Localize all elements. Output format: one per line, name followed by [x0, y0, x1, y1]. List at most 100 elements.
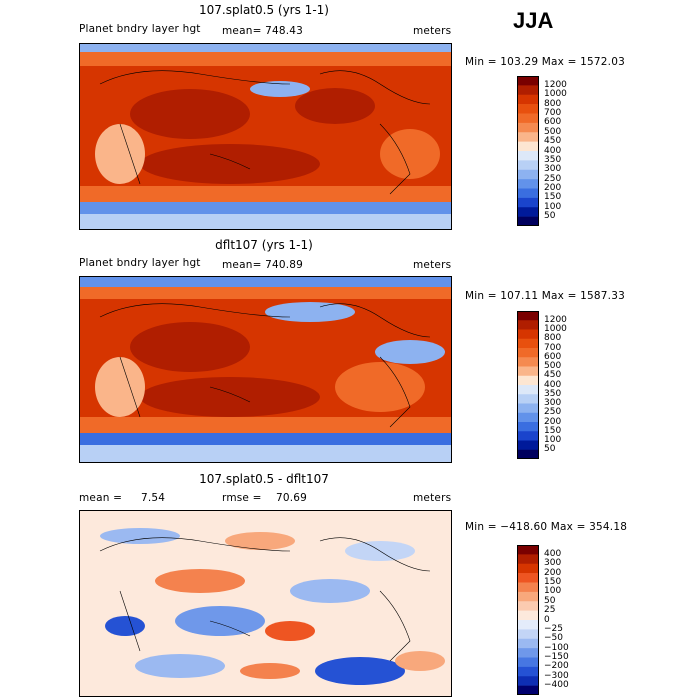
panel3-rmse-label: rmse =	[222, 492, 262, 504]
panel1-mean: mean= 748.43	[222, 25, 304, 37]
panel3-colorbar-swatch	[517, 601, 539, 611]
panel3-colorbar-label: 0	[544, 614, 550, 625]
panel3-colorbar-label: −100	[544, 642, 569, 653]
panel1-colorbar-label: 350	[544, 154, 562, 165]
panel1-asia-high	[130, 89, 250, 139]
panel3-colorbar-swatch	[517, 563, 539, 574]
panel3-colorbar-label: 400	[544, 548, 562, 559]
panel3-colorbar-swatch	[517, 591, 539, 602]
panel2-colorbar-swatch	[517, 366, 539, 377]
panel2-units: meters	[413, 259, 452, 271]
panel1-colorbar-svg	[517, 76, 539, 227]
panel3-colorbar-label: 150	[544, 577, 562, 587]
panel2-antarctic-ice	[80, 445, 451, 462]
panel3-colorbar-label: −150	[544, 652, 569, 662]
panel1-colorbar-swatch	[517, 179, 539, 189]
panel3-anom-b	[225, 532, 295, 550]
panel2-title: dflt107 (yrs 1-1)	[215, 238, 313, 252]
panel2-indian-ocean	[140, 377, 320, 417]
panel1-antarctic-ice	[80, 214, 451, 229]
panel1-colorbar-label: 800	[544, 98, 562, 109]
panel3-colorbar-frame	[517, 545, 539, 695]
panel3-anom-d	[155, 569, 245, 593]
panel1-colorbar-label: 400	[544, 145, 562, 156]
panel2-mean: mean= 740.89	[222, 259, 304, 271]
panel1-colorbar-label: 300	[544, 164, 562, 175]
panel1-colorbar-swatch	[517, 122, 539, 133]
panel1-colorbar-swatch	[517, 169, 539, 180]
panel1-colorbar-swatch	[517, 76, 539, 86]
panel2-colorbar-swatch	[517, 320, 539, 330]
panel2-colorbar-swatch	[517, 329, 539, 340]
panel2-coastlines	[99, 303, 431, 428]
panel2-colorbar-label: 150	[544, 425, 562, 436]
panel2-colorbar-swatch	[517, 412, 539, 423]
panel3-anom-a	[100, 528, 180, 544]
panel3-anom-j	[395, 651, 445, 671]
panel3-colorbar-label: −50	[544, 633, 563, 644]
panel3-colorbar-swatch	[517, 629, 539, 640]
panel2-africa	[95, 357, 145, 417]
panel3-colorbar-swatch	[517, 648, 539, 658]
panel1-north-pacific-cool	[250, 81, 310, 97]
panel2-colorbar-swatch	[517, 338, 539, 349]
panel1-colorbar-label: 450	[544, 136, 562, 147]
panel3-colorbar-swatch	[517, 545, 539, 555]
panel2-colorbar-swatch	[517, 357, 539, 367]
panel2-colorbar-frame	[517, 311, 539, 459]
panel3-colorbar	[517, 545, 539, 696]
panel2-colorbar-label: 300	[544, 398, 562, 408]
panel1-colorbar-label: 600	[544, 117, 562, 128]
panel2-colorbar-swatch	[517, 403, 539, 414]
panel2-colorbar-swatch	[517, 422, 539, 432]
panel2-colorbar-label: 600	[544, 351, 562, 362]
panel2-east-pacific	[335, 362, 425, 412]
panel3-anom-g	[175, 606, 265, 636]
panel1-colorbar-label: 100	[544, 201, 562, 212]
panel1-minmax: Min = 103.29 Max = 1572.03	[465, 56, 625, 68]
panel1-colorbar-swatch	[517, 188, 539, 199]
panel2-map	[79, 276, 452, 463]
panel1-title: 107.splat0.5 (yrs 1-1)	[199, 3, 329, 17]
panel3-coastlines	[99, 537, 431, 662]
panel2-colorbar-swatch	[517, 311, 539, 321]
panel1-colorbar-label: 200	[544, 183, 562, 193]
panel1-colorbar-swatch	[517, 197, 539, 208]
panel2-colorbar-swatch	[517, 449, 539, 460]
panel2-colorbar-label: 500	[544, 361, 562, 371]
panel2-colorbar-swatch	[517, 348, 539, 358]
panel2-colorbar-swatch	[517, 394, 539, 404]
panel3-units: meters	[413, 492, 452, 504]
panel2-colorbar	[517, 311, 539, 460]
panel2-colorbar-swatch	[517, 375, 539, 386]
panel3-colorbar-label: −25	[544, 623, 563, 634]
panel1-colorbar-label: 250	[544, 173, 562, 184]
panel1-map	[79, 43, 452, 230]
panel1-colorbar-swatch	[517, 132, 539, 142]
panel1-colorbar-swatch	[517, 85, 539, 96]
panel3-colorbar-swatch	[517, 666, 539, 677]
panel2-map-svg	[80, 277, 451, 462]
panel3-mean-label: mean =	[79, 492, 123, 504]
panel1-colorbar-label: 50	[544, 211, 556, 222]
panel1-colorbar-label: 1000	[544, 89, 567, 100]
panel1-south-america	[380, 129, 440, 179]
panel2-arctic-cold	[80, 277, 451, 287]
panel2-colorbar-label: 800	[544, 333, 562, 344]
panel1-field-label: Planet bndry layer hgt	[79, 23, 201, 35]
panel1-colorbar-swatch	[517, 151, 539, 161]
panel3-colorbar-label: −300	[544, 670, 569, 681]
panel3-colorbar-swatch	[517, 657, 539, 668]
panel1-colorbar-swatch	[517, 216, 539, 227]
panel3-map-svg	[80, 511, 451, 696]
panel2-minmax: Min = 107.11 Max = 1587.33	[465, 290, 625, 302]
panel1-indian-ocean	[140, 144, 320, 184]
panel3-rmse-value: 70.69	[276, 492, 308, 504]
panel2-colorbar-label: 200	[544, 416, 562, 427]
panel2-asia-high	[130, 322, 250, 372]
panel2-colorbar-label: 700	[544, 342, 562, 353]
panel3-anom-e	[290, 579, 370, 603]
panel2-colorbar-svg	[517, 311, 539, 460]
panel1-colorbar-swatch	[517, 104, 539, 114]
panel3-colorbar-swatch	[517, 638, 539, 649]
